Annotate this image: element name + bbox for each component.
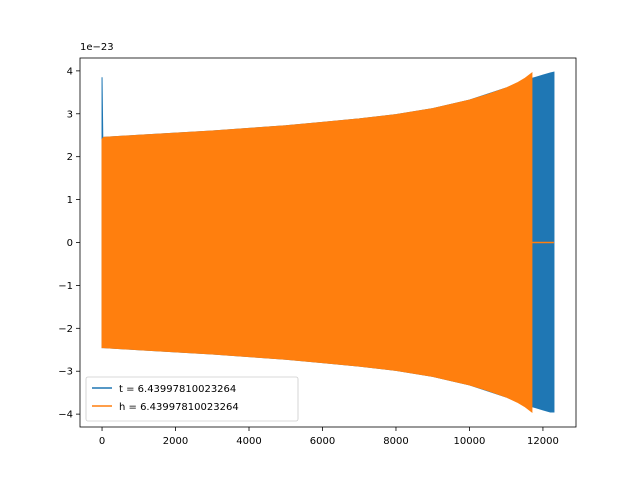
y-tick-label: 4 <box>67 66 73 77</box>
x-tick-label: 8000 <box>383 436 408 447</box>
y-tick-label: 3 <box>67 109 73 120</box>
y-tick-label: 0 <box>67 238 73 249</box>
x-axis: 0 2000 4000 6000 8000 10000 12000 <box>99 427 559 447</box>
y-tick-label: −3 <box>58 367 73 378</box>
x-tick-label: 6000 <box>310 436 335 447</box>
legend-box <box>85 376 299 422</box>
y-tick-label: −2 <box>58 324 73 335</box>
legend-label-t: t = 6.43997810023264 <box>119 384 236 395</box>
legend: t = 6.43997810023264 h = 6.4399781002326… <box>85 376 299 422</box>
x-tick-label: 4000 <box>236 436 261 447</box>
legend-label-h: h = 6.43997810023264 <box>119 402 239 413</box>
series-envelope-1 <box>101 72 533 413</box>
y-tick-label: −1 <box>58 281 73 292</box>
x-tick-label: 12000 <box>527 436 559 447</box>
plot-area <box>101 71 555 413</box>
x-tick-label: 10000 <box>454 436 486 447</box>
x-tick-label: 2000 <box>163 436 188 447</box>
x-tick-label: 0 <box>99 436 105 447</box>
y-tick-label: −4 <box>58 410 73 421</box>
y-axis: −4 −3 −2 −1 0 1 2 3 4 <box>58 66 80 421</box>
axes-frame <box>79 57 577 428</box>
y-tick-label: 2 <box>67 152 73 163</box>
y-tick-label: 1 <box>67 195 73 206</box>
y-offset-label: 1e−23 <box>80 42 114 53</box>
